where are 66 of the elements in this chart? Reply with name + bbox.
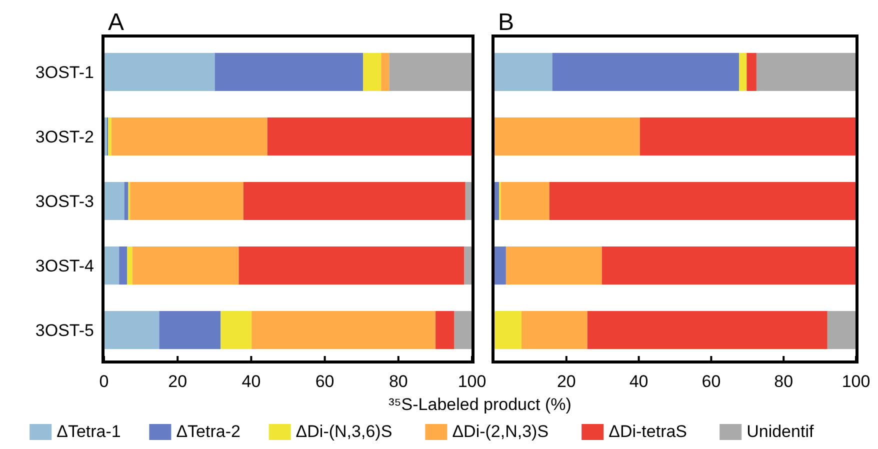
x-tick-label: 40 (242, 372, 261, 391)
bar (552, 52, 740, 91)
x-tick-label: 80 (388, 372, 408, 391)
y-tick-label: 3OST-1 (35, 62, 94, 82)
bar (104, 182, 124, 220)
bar (464, 246, 472, 285)
chart-title: B (498, 9, 514, 36)
x-tick-label: 60 (315, 372, 334, 391)
legend-label: ΔDi-tetraS (608, 422, 688, 441)
bar (465, 182, 472, 220)
bar (500, 182, 550, 220)
bar (494, 52, 552, 91)
bar (756, 52, 856, 91)
bar (739, 52, 747, 91)
bar (243, 182, 466, 220)
bar (214, 52, 364, 91)
bar (494, 117, 640, 156)
bar (522, 311, 588, 350)
x-tick-label: 80 (774, 372, 794, 391)
bar (494, 246, 506, 285)
bar (127, 246, 132, 285)
bar (436, 311, 454, 350)
chart-title: A (108, 9, 124, 36)
legend-label: ΔTetra-1 (56, 422, 121, 441)
bar (238, 246, 464, 285)
legend-label: ΔDi-(2,N,3)S (452, 422, 549, 441)
x-tick-label: 100 (458, 372, 486, 391)
bar (220, 311, 252, 350)
legend-label: ΔTetra-2 (176, 422, 240, 441)
bar (104, 246, 120, 285)
y-tick-label: 3OST-4 (35, 256, 94, 276)
bar (389, 52, 472, 91)
x-tick-label: 0 (99, 372, 109, 391)
x-tick-label: 100 (842, 372, 870, 391)
bar (454, 311, 472, 350)
y-tick-label: 3OST-5 (35, 321, 94, 340)
bar (549, 182, 856, 220)
bar (132, 246, 239, 285)
bar (124, 182, 128, 220)
bar (602, 246, 856, 285)
x-tick-label: 40 (629, 372, 648, 391)
bar (130, 182, 244, 220)
x-axis-title: ³⁵S-Labeled product (%) (388, 395, 572, 414)
bar (363, 52, 382, 91)
bar (267, 117, 472, 156)
bar (494, 311, 522, 350)
bar (252, 311, 436, 350)
x-tick-label: 60 (702, 372, 721, 391)
y-tick-label: 3OST-3 (35, 192, 94, 211)
bar (746, 52, 756, 91)
bar (108, 117, 112, 156)
bar (381, 52, 390, 91)
x-tick-label: 20 (168, 372, 188, 391)
bar (104, 52, 215, 91)
legend-label: Unidentif (746, 422, 814, 441)
bar (159, 311, 221, 350)
bar (587, 311, 828, 350)
bar (104, 311, 160, 350)
y-tick-label: 3OST-2 (35, 127, 94, 146)
legend-label: ΔDi-(N,3,6)S (296, 422, 392, 441)
bar (640, 117, 856, 156)
x-tick-label: 20 (556, 372, 576, 391)
bar (827, 311, 856, 350)
bar (119, 246, 128, 285)
bar (506, 246, 602, 285)
bar (111, 117, 268, 156)
